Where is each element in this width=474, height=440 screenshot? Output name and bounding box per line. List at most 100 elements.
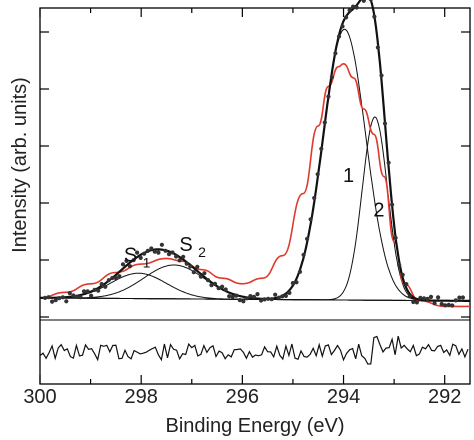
data-point <box>191 270 196 275</box>
x-tick-label: 294 <box>327 386 360 408</box>
data-point <box>312 195 317 201</box>
data-point <box>322 120 327 125</box>
data-point <box>344 15 349 20</box>
data-point <box>276 295 281 300</box>
data-point <box>333 51 338 56</box>
data-point <box>297 269 303 274</box>
data-point <box>135 250 140 255</box>
data-point <box>92 287 97 292</box>
data-point <box>113 276 118 281</box>
data-point <box>120 262 126 267</box>
peak-label-subscript: 2 <box>198 244 206 260</box>
data-point <box>209 283 214 288</box>
data-point <box>450 303 455 308</box>
data-point <box>326 94 331 99</box>
data-point <box>81 289 87 294</box>
component-curve <box>40 116 470 302</box>
data-point <box>46 295 51 300</box>
data-point <box>156 250 161 255</box>
data-point <box>152 249 157 254</box>
data-point <box>230 294 235 299</box>
data-point <box>425 296 430 301</box>
data-point <box>99 282 104 287</box>
data-point <box>354 5 359 10</box>
data-points <box>43 0 465 308</box>
data-point <box>443 303 448 308</box>
data-point <box>390 202 395 207</box>
data-point <box>234 293 239 298</box>
data-point <box>411 299 416 305</box>
component-curve <box>40 28 470 302</box>
x-axis-ticks: 300 298 296 294 292 <box>23 8 461 408</box>
data-point <box>106 278 111 283</box>
peak-label-subscript: 1 <box>143 254 151 270</box>
data-point <box>244 296 249 301</box>
y-axis-label: Intensity (arb. units) <box>9 77 31 253</box>
data-point <box>460 295 465 300</box>
data-point <box>301 252 306 257</box>
data-point <box>375 45 380 50</box>
residual-trace <box>39 335 469 365</box>
data-point <box>404 282 409 287</box>
data-point <box>212 281 218 286</box>
data-point <box>290 281 295 286</box>
data-point <box>351 4 356 9</box>
data-point <box>117 274 122 279</box>
data-point <box>181 254 186 259</box>
data-point <box>418 295 423 300</box>
data-point <box>305 236 310 241</box>
data-point <box>202 271 207 276</box>
data-point <box>436 295 441 300</box>
data-point <box>269 297 274 302</box>
data-point <box>57 296 62 301</box>
data-point <box>255 292 260 297</box>
data-point <box>414 300 419 305</box>
x-tick-label: 298 <box>124 386 157 408</box>
peak-label: S <box>124 244 137 266</box>
peak-label: 2 <box>373 200 384 222</box>
data-point <box>138 255 143 260</box>
data-point <box>273 292 278 297</box>
data-point <box>294 280 299 285</box>
x-tick-label: 292 <box>428 386 461 408</box>
data-point <box>127 264 133 269</box>
data-point <box>241 299 246 304</box>
data-point <box>407 294 412 299</box>
data-point <box>78 295 83 300</box>
data-point <box>347 8 352 13</box>
data-point <box>216 286 221 291</box>
data-point <box>329 75 334 80</box>
data-point <box>64 299 69 304</box>
data-point <box>149 246 154 251</box>
data-point <box>220 284 225 289</box>
data-point <box>170 250 175 255</box>
data-point <box>287 290 292 295</box>
data-point <box>159 242 164 247</box>
data-point <box>195 264 200 269</box>
x-axis-label: Binding Energy (eV) <box>166 415 345 437</box>
data-point <box>368 0 373 2</box>
data-point <box>142 251 147 256</box>
data-point <box>145 248 150 253</box>
data-point <box>177 258 182 263</box>
data-point <box>85 289 90 294</box>
data-point <box>74 294 79 299</box>
data-point <box>131 258 136 263</box>
x-tick-label: 296 <box>226 386 259 408</box>
data-point <box>457 295 462 300</box>
data-point <box>166 252 172 257</box>
data-point <box>223 287 228 292</box>
data-point <box>446 302 451 307</box>
data-point <box>453 298 458 303</box>
data-point <box>103 284 108 289</box>
data-point <box>336 34 342 39</box>
data-point <box>124 258 129 263</box>
data-point <box>308 217 313 222</box>
data-point <box>421 296 427 301</box>
data-point <box>251 294 257 299</box>
data-point <box>50 299 55 304</box>
data-point <box>428 294 434 299</box>
data-point <box>372 14 377 19</box>
data-point <box>386 160 391 165</box>
